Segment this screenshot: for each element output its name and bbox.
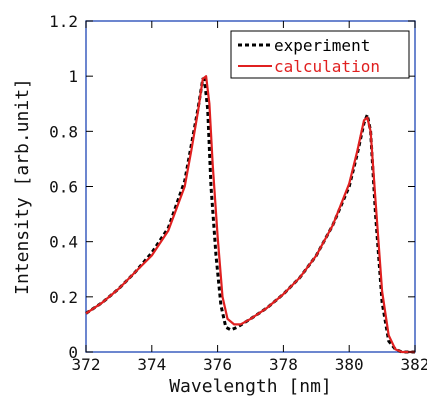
y-tick-label: 0.2: [49, 288, 78, 307]
y-tick-label: 0.8: [49, 122, 78, 141]
y-axis: 0 0.2 0.4 0.6 0.8 1 1.2: [49, 12, 415, 362]
x-tick-label: 378: [269, 355, 298, 374]
y-tick-label: 1.2: [49, 12, 78, 31]
x-tick-label: 380: [335, 355, 364, 374]
x-tick-label: 372: [72, 355, 101, 374]
x-axis-title: Wavelength [nm]: [169, 376, 332, 397]
x-axis: 372 374 376 378 380 382: [72, 21, 427, 374]
y-tick-label: 0.4: [49, 233, 78, 252]
x-tick-label: 376: [203, 355, 232, 374]
x-tick-label: 382: [401, 355, 427, 374]
series-line-calculation: [85, 75, 415, 354]
legend: experiment calculation: [230, 30, 410, 79]
legend-label-calculation: calculation: [274, 57, 380, 76]
y-tick-label: 0: [68, 343, 78, 362]
series-layer: [85, 75, 415, 354]
x-tick-label: 374: [137, 355, 166, 374]
y-axis-title: Intensity [arb.unit]: [12, 78, 33, 295]
legend-box: [230, 30, 410, 79]
y-tick-label: 0.6: [49, 178, 78, 197]
legend-label-experiment: experiment: [274, 36, 370, 55]
y-tick-label: 1: [68, 67, 78, 86]
